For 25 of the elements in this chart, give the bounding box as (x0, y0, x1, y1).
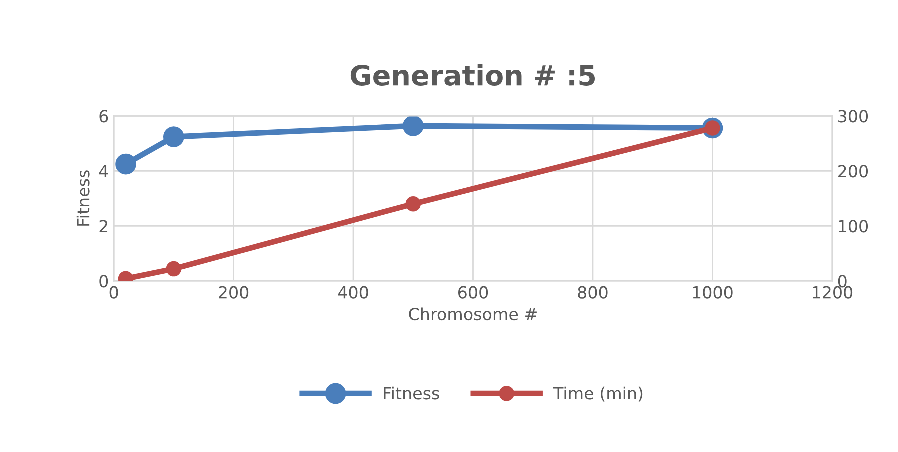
point (406, 196, 422, 212)
legend-label: Time (min) (553, 386, 643, 402)
point (166, 261, 182, 277)
point (402, 116, 424, 136)
point (116, 154, 136, 175)
y-tick-label: 4 (99, 165, 108, 178)
x-tick-label: 0 (110, 286, 118, 299)
x-tick-label: 1000 (693, 286, 733, 299)
y-tick-label: 2 (100, 220, 108, 232)
y2-tick-label: 100 (839, 220, 868, 233)
chart-title: Generation # :5 (350, 64, 596, 86)
x-tick-label: 600 (458, 286, 488, 299)
y-tick-label: 6 (100, 110, 108, 123)
y2-tick-label: 0 (838, 275, 847, 288)
x-tick-label: 200 (219, 286, 249, 299)
legend-label: Fitness (384, 386, 440, 400)
x-tick-label: 1200 (813, 286, 853, 299)
y2-tick-label: 300 (838, 110, 868, 123)
y-tick-label: 0 (100, 275, 108, 288)
y2-tick-label: 200 (838, 165, 868, 178)
y-axis-title: Fitness (76, 170, 90, 226)
x-axis-title: Chromosome # (409, 308, 537, 321)
x-tick-label: 400 (338, 286, 368, 299)
point (163, 126, 184, 148)
x-tick-label: 800 (578, 286, 608, 299)
